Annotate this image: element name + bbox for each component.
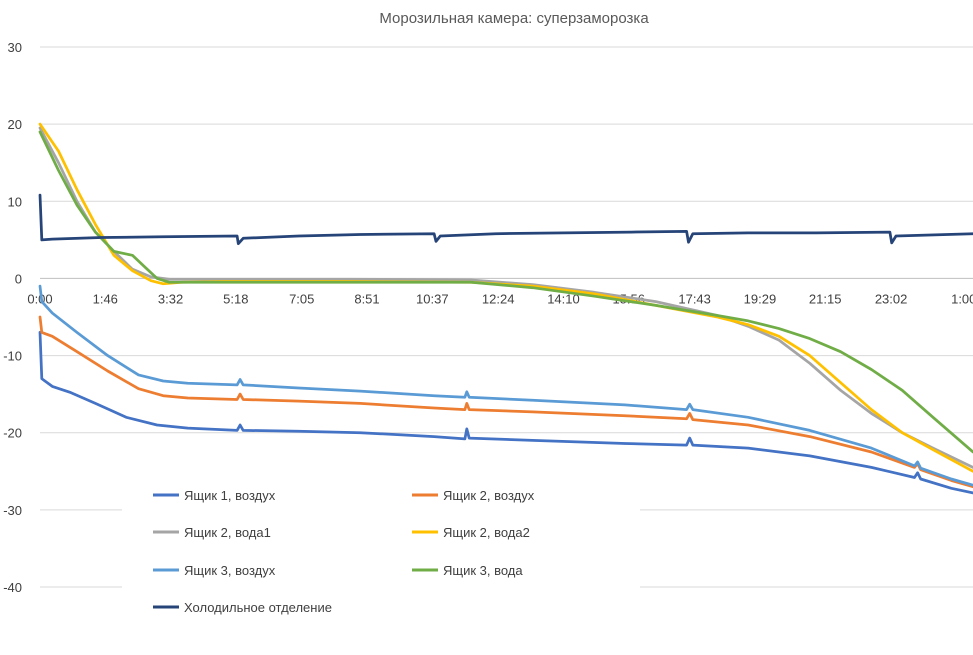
y-axis-tick-labels: 30 20 10 0 -10 -20 -30 -40 bbox=[3, 40, 22, 595]
legend-label: Холодильное отделение bbox=[184, 600, 332, 615]
y-tick-label: 10 bbox=[8, 194, 22, 209]
x-tick-label: 19:29 bbox=[744, 291, 777, 306]
chart-title: Морозильная камера: суперзаморозка bbox=[379, 10, 649, 27]
x-tick-label: 14:10 bbox=[547, 291, 580, 306]
x-tick-label: 5:18 bbox=[223, 291, 248, 306]
series-line-5 bbox=[38, 284, 973, 487]
x-tick-label: 3:32 bbox=[158, 291, 183, 306]
x-axis-tick-labels: 0:00 1:46 3:32 5:18 7:05 8:51 10:37 12:24 14:10 1… bbox=[27, 291, 973, 306]
series-line-1 bbox=[38, 331, 973, 495]
x-tick-label: 0:00 bbox=[27, 291, 52, 306]
x-tick-label: 8:51 bbox=[354, 291, 379, 306]
legend-entry: Ящик 3, воздух bbox=[153, 563, 276, 578]
legend-box bbox=[122, 472, 640, 628]
y-tick-label: -10 bbox=[3, 349, 22, 364]
y-tick-label: 20 bbox=[8, 117, 22, 132]
x-tick-label: 21:15 bbox=[809, 291, 842, 306]
x-tick-label: 7:05 bbox=[289, 291, 314, 306]
series-line-7 bbox=[38, 193, 973, 246]
legend-label: Ящик 2, вода2 bbox=[443, 525, 530, 540]
legend: Ящик 1, воздух Ящик 2, воздух Ящик 2, вода… bbox=[122, 472, 640, 628]
legend-entry: Ящик 2, вода1 bbox=[153, 525, 271, 540]
legend-entry: Ящик 2, вода2 bbox=[412, 525, 530, 540]
legend-entry: Ящик 3, вода bbox=[412, 563, 523, 578]
x-tick-label: 23:02 bbox=[875, 291, 908, 306]
y-tick-label: -30 bbox=[3, 503, 22, 518]
series-line-6 bbox=[38, 130, 973, 454]
series-lines bbox=[38, 122, 973, 495]
legend-entry: Ящик 1, воздух bbox=[153, 488, 276, 503]
x-tick-label: 17:43 bbox=[678, 291, 711, 306]
legend-label: Ящик 3, вода bbox=[443, 563, 523, 578]
x-tick-label: 1:00 bbox=[951, 291, 973, 306]
y-tick-label: -40 bbox=[3, 580, 22, 595]
legend-label: Ящик 1, воздух bbox=[184, 488, 276, 503]
x-tick-label: 10:37 bbox=[416, 291, 449, 306]
legend-entry: Холодильное отделение bbox=[153, 600, 332, 615]
x-tick-label: 1:46 bbox=[93, 291, 118, 306]
legend-label: Ящик 2, воздух bbox=[443, 488, 535, 503]
x-tick-label: 12:24 bbox=[482, 291, 515, 306]
legend-label: Ящик 2, вода1 bbox=[184, 525, 271, 540]
legend-label: Ящик 3, воздух bbox=[184, 563, 276, 578]
y-tick-label: -20 bbox=[3, 426, 22, 441]
legend-entry: Ящик 2, воздух bbox=[412, 488, 535, 503]
series-line-2 bbox=[38, 315, 973, 489]
y-tick-label: 0 bbox=[15, 271, 22, 286]
y-tick-label: 30 bbox=[8, 40, 22, 55]
